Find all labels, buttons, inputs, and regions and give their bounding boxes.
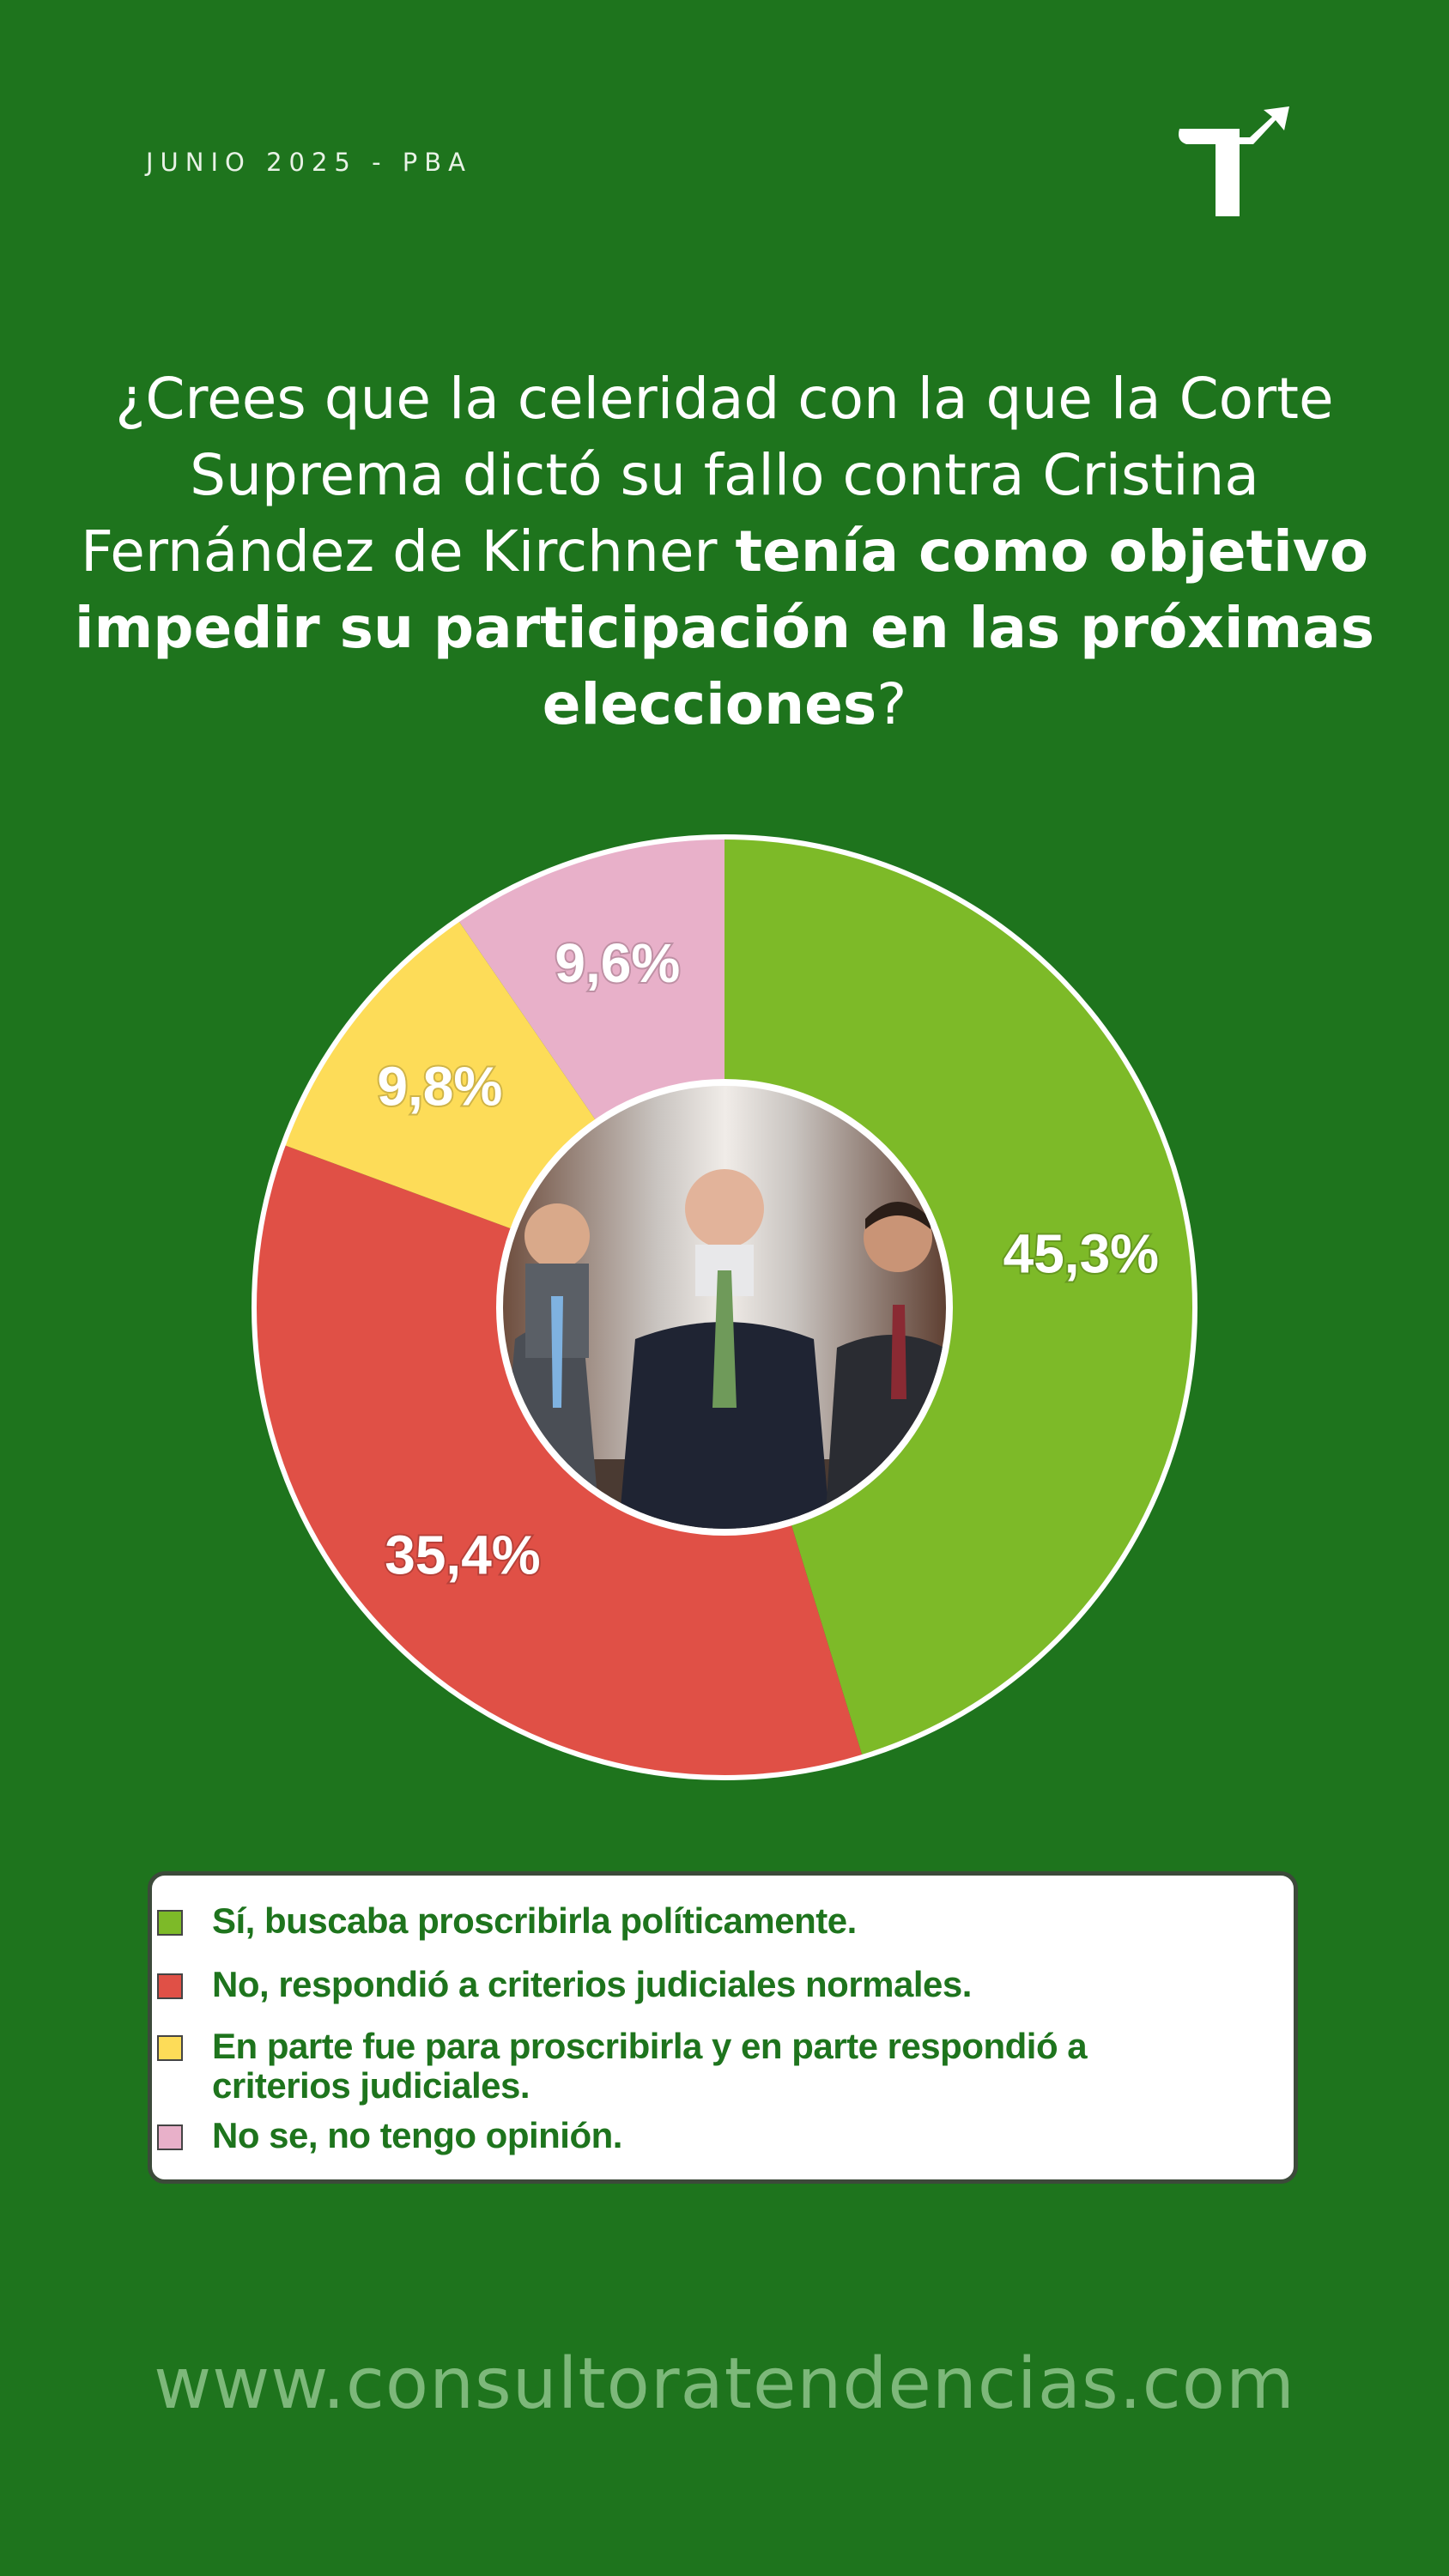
slice-en-parte [282, 919, 597, 1230]
slice-si-value-label: 45,3% [1003, 1223, 1159, 1285]
report-date: JUNIO 2025 - PBA [146, 148, 472, 177]
question-text: ¿Crees que la celeridad con la que la Co… [80, 366, 1334, 585]
slice-no-se [458, 837, 724, 1123]
slice-en-parte-value-label: 9,8% [377, 1055, 502, 1117]
legend-label: No, respondió a criterios judiciales nor… [212, 1964, 972, 2004]
website-url: www.consultoratendencias.com [154, 2343, 1295, 2425]
slice-no-value-label: 35,4% [385, 1524, 540, 1586]
legend-label: Sí, buscaba proscribirla políticamente. [212, 1900, 857, 1941]
question-emphasis: tenía como objetivo impedir su participa… [74, 518, 1375, 737]
legend-swatch [157, 2035, 183, 2061]
legend-item-en-parte: En parte fue para proscribirla y en part… [157, 2026, 1173, 2106]
legend-swatch [157, 2124, 183, 2150]
survey-question: ¿Crees que la celeridad con la que la Co… [69, 361, 1380, 742]
slice-si [724, 837, 1196, 1757]
question-mark: ? [876, 671, 907, 737]
legend-item-si: Sí, buscaba proscribirla políticamente. [157, 1900, 1199, 1941]
legend-swatch [157, 1973, 183, 1999]
chart-legend: Sí, buscaba proscribirla políticamente. … [148, 1871, 1298, 2184]
legend-item-no-se: No se, no tengo opinión. [157, 2115, 1199, 2155]
legend-label: En parte fue para proscribirla y en part… [212, 2026, 1088, 2106]
slice-no-se-value-label: 9,6% [555, 932, 680, 994]
legend-label: No se, no tengo opinión. [212, 2115, 622, 2155]
legend-item-no: No, respondió a criterios judiciales nor… [157, 1964, 1199, 2004]
brand-logo-icon [1179, 106, 1289, 216]
donut-chart: 45,3% 35,4% 9,8% 9,6% [252, 834, 1197, 1780]
legend-swatch [157, 1910, 183, 1936]
